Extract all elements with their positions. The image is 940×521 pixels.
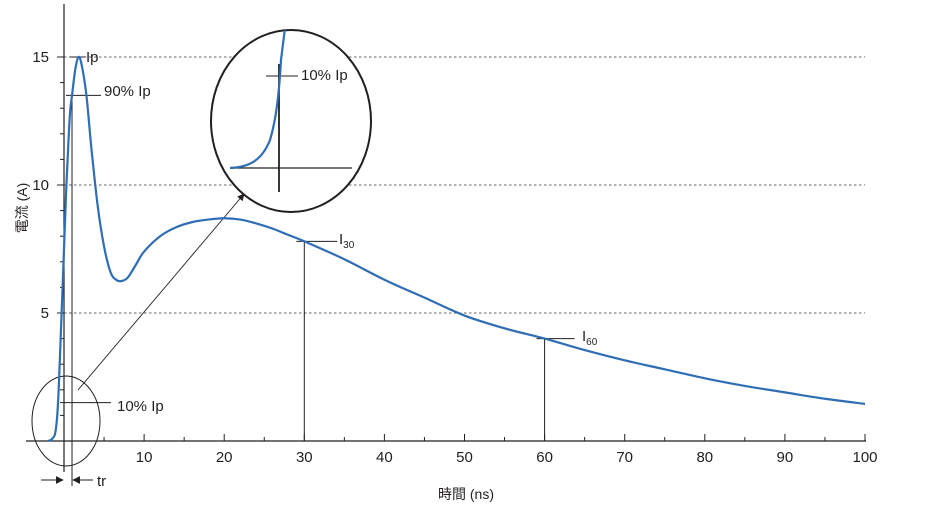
tick-labels: 10 20 30 40 50 60 70 80 90 100 5 10 15 <box>32 49 877 466</box>
zoom-pointer-arrow <box>77 193 245 391</box>
p90-label: 90% Ip <box>104 83 151 100</box>
x-tick-label-80: 80 <box>696 449 713 466</box>
p10-label: 10% Ip <box>117 398 164 415</box>
x-tick-label-30: 30 <box>296 449 313 466</box>
x-axis-title: 時間 (ns) <box>438 486 494 502</box>
zoom-p10-label: 10% Ip <box>301 67 348 84</box>
reference-markers <box>31 56 575 486</box>
ip-label: Ip <box>86 49 99 66</box>
i60-label: I60 <box>582 328 598 348</box>
y-tick-label-5: 5 <box>41 305 49 322</box>
i30-label: I30 <box>339 231 355 251</box>
grid-lines <box>64 56 865 314</box>
zoom-series-line <box>229 30 288 170</box>
series-line-0 <box>47 55 866 443</box>
i60-sub: 60 <box>586 337 598 348</box>
i60-main: I <box>582 328 586 345</box>
y-tick-label-15: 15 <box>32 49 49 66</box>
zoom-inset <box>210 29 372 213</box>
x-tick-label-70: 70 <box>616 449 633 466</box>
y-axis-title: 電流 (A) <box>14 183 30 234</box>
x-tick-label-50: 50 <box>456 449 473 466</box>
x-tick-label-100: 100 <box>852 449 877 466</box>
x-tick-label-60: 60 <box>536 449 553 466</box>
x-tick-label-20: 20 <box>216 449 233 466</box>
y-tick-label-10: 10 <box>32 177 49 194</box>
zoom-circle <box>210 29 372 213</box>
i30-sub: 30 <box>343 240 355 251</box>
x-tick-label-90: 90 <box>777 449 794 466</box>
x-tick-label-40: 40 <box>376 449 393 466</box>
tr-label: tr <box>97 473 106 490</box>
i30-main: I <box>339 231 343 248</box>
zoom-content <box>229 30 352 192</box>
rise-region-circle <box>31 375 101 467</box>
x-tick-label-10: 10 <box>136 449 153 466</box>
series-layer <box>47 55 866 443</box>
